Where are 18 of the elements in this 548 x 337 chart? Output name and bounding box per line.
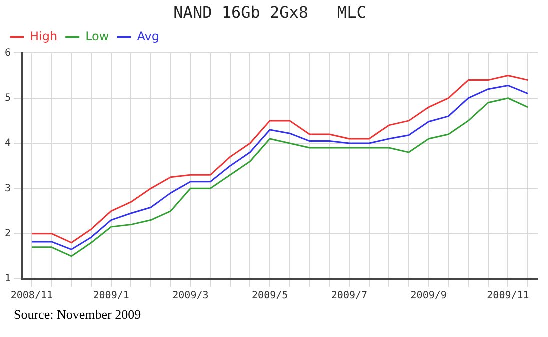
x-tick-label: 2009/9 bbox=[410, 290, 447, 302]
legend-label: Avg bbox=[137, 29, 160, 44]
source-note: Source: November 2009 bbox=[14, 307, 142, 323]
x-tick-label: 2009/5 bbox=[252, 290, 288, 302]
x-tick-label: 2009/11 bbox=[487, 290, 530, 302]
y-tick-label: 3 bbox=[4, 183, 12, 194]
y-tick-label: 4 bbox=[4, 138, 12, 150]
x-tick-label: 2009/3 bbox=[172, 290, 209, 302]
x-tick-label: 2009/1 bbox=[93, 290, 130, 302]
legend-label: High bbox=[30, 29, 58, 44]
y-tick-label: 1 bbox=[4, 274, 12, 285]
x-tick-label: 2008/11 bbox=[10, 290, 54, 302]
chart-title: NAND 16Gb 2Gx8 MLC bbox=[174, 2, 366, 22]
y-tick-label: 5 bbox=[4, 92, 12, 104]
x-tick-label: 2009/7 bbox=[331, 290, 368, 302]
y-tick-label: 6 bbox=[4, 48, 12, 59]
legend-label: Low bbox=[86, 29, 110, 44]
y-tick-label: 2 bbox=[4, 228, 12, 240]
